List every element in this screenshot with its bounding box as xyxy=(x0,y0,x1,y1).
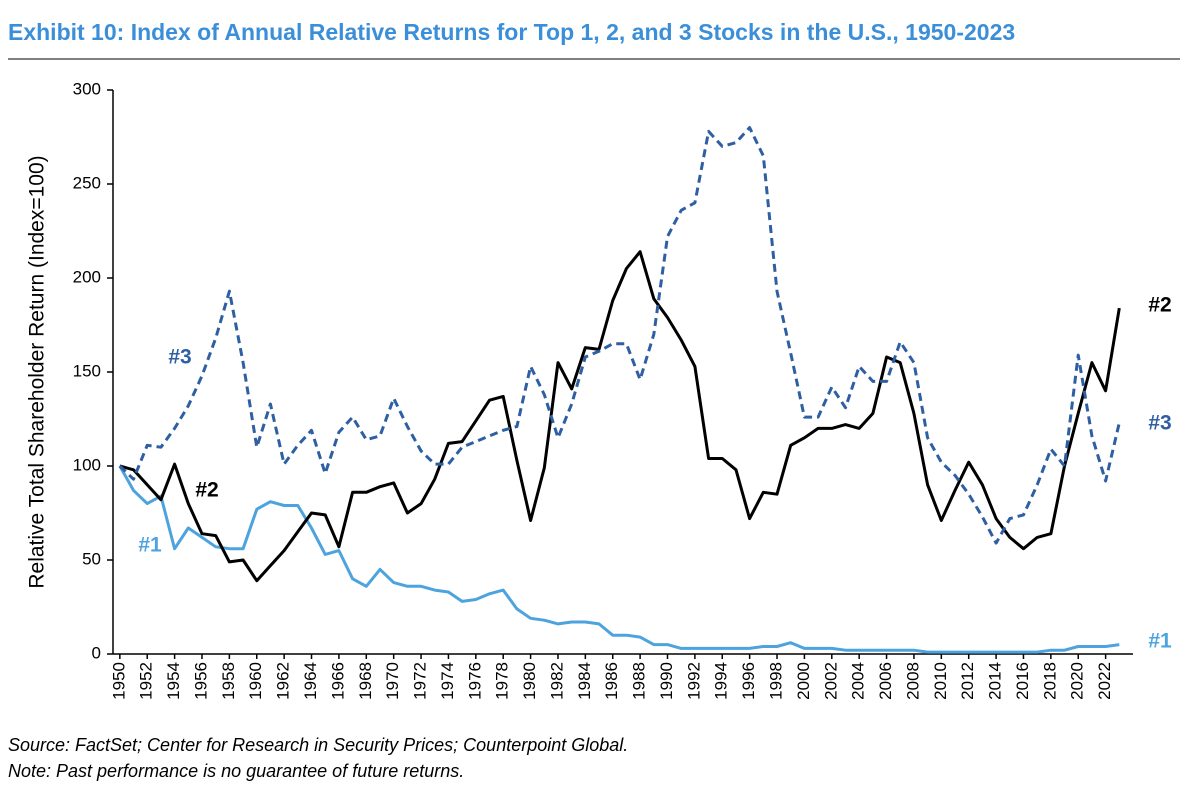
x-tick-label: 1972 xyxy=(411,662,430,700)
x-tick-label: 1988 xyxy=(630,662,649,700)
x-tick-label: 2000 xyxy=(794,662,813,700)
x-tick-label: 1992 xyxy=(684,662,703,700)
chart-title: Exhibit 10: Index of Annual Relative Ret… xyxy=(8,19,1015,45)
y-tick-label: 50 xyxy=(82,549,101,568)
x-tick-label: 1964 xyxy=(301,662,320,700)
series-line xyxy=(119,250,1121,583)
x-tick-label: 2002 xyxy=(821,662,840,700)
x-tick-label: 1958 xyxy=(219,662,238,700)
x-tick-label: 2006 xyxy=(876,662,895,700)
series-line xyxy=(118,465,1120,654)
x-tick-label: 1966 xyxy=(328,662,347,700)
x-tick-label: 1950 xyxy=(109,662,128,700)
y-axis-label: Relative Total Shareholder Return (Index… xyxy=(26,155,49,588)
series-label: #2 xyxy=(195,479,218,502)
x-tick-label: 2022 xyxy=(1095,662,1114,700)
series-label: #2 xyxy=(1148,294,1171,317)
x-tick-label: 2018 xyxy=(1040,662,1059,700)
x-tick-label: 1984 xyxy=(575,662,594,700)
x-tick-label: 2012 xyxy=(958,662,977,700)
x-tick-label: 1956 xyxy=(191,662,210,700)
x-tick-label: 1974 xyxy=(438,662,457,700)
x-tick-label: 2004 xyxy=(849,662,868,700)
x-tick-label: 1976 xyxy=(465,662,484,700)
x-tick-label: 1954 xyxy=(164,662,183,700)
x-tick-label: 2014 xyxy=(986,662,1005,700)
x-tick-label: 1970 xyxy=(383,662,402,700)
y-tick-label: 200 xyxy=(73,267,101,286)
x-tick-label: 1990 xyxy=(657,662,676,700)
x-tick-label: 1982 xyxy=(547,662,566,700)
x-tick-label: 2016 xyxy=(1013,662,1032,700)
y-tick-label: 300 xyxy=(73,79,101,98)
series-label: #1 xyxy=(1148,630,1172,653)
x-tick-label: 2020 xyxy=(1068,662,1087,700)
x-tick-label: 1986 xyxy=(602,662,621,700)
series-line xyxy=(118,126,1121,545)
y-tick-label: 100 xyxy=(73,455,101,474)
y-tick-label: 150 xyxy=(73,361,101,380)
x-tick-label: 1998 xyxy=(767,662,786,700)
x-tick-label: 1980 xyxy=(520,662,539,700)
note: Note: Past performance is no guarantee o… xyxy=(8,761,464,781)
series-label: #1 xyxy=(138,534,162,557)
series-label: #3 xyxy=(1148,412,1171,435)
x-tick-label: 1994 xyxy=(712,662,731,700)
x-tick-label: 1996 xyxy=(739,662,758,700)
x-tick-label: 1978 xyxy=(493,662,512,700)
y-tick-label: 250 xyxy=(73,173,101,192)
x-tick-label: 2010 xyxy=(931,662,950,700)
x-tick-label: 2008 xyxy=(903,662,922,700)
x-tick-label: 1952 xyxy=(137,662,156,700)
x-tick-label: 1968 xyxy=(356,662,375,700)
x-tick-label: 1962 xyxy=(274,662,293,700)
y-tick-label: 0 xyxy=(92,643,101,662)
series-label: #3 xyxy=(168,346,191,369)
source: Source: FactSet; Center for Research in … xyxy=(8,735,628,755)
x-tick-label: 1960 xyxy=(246,662,265,700)
